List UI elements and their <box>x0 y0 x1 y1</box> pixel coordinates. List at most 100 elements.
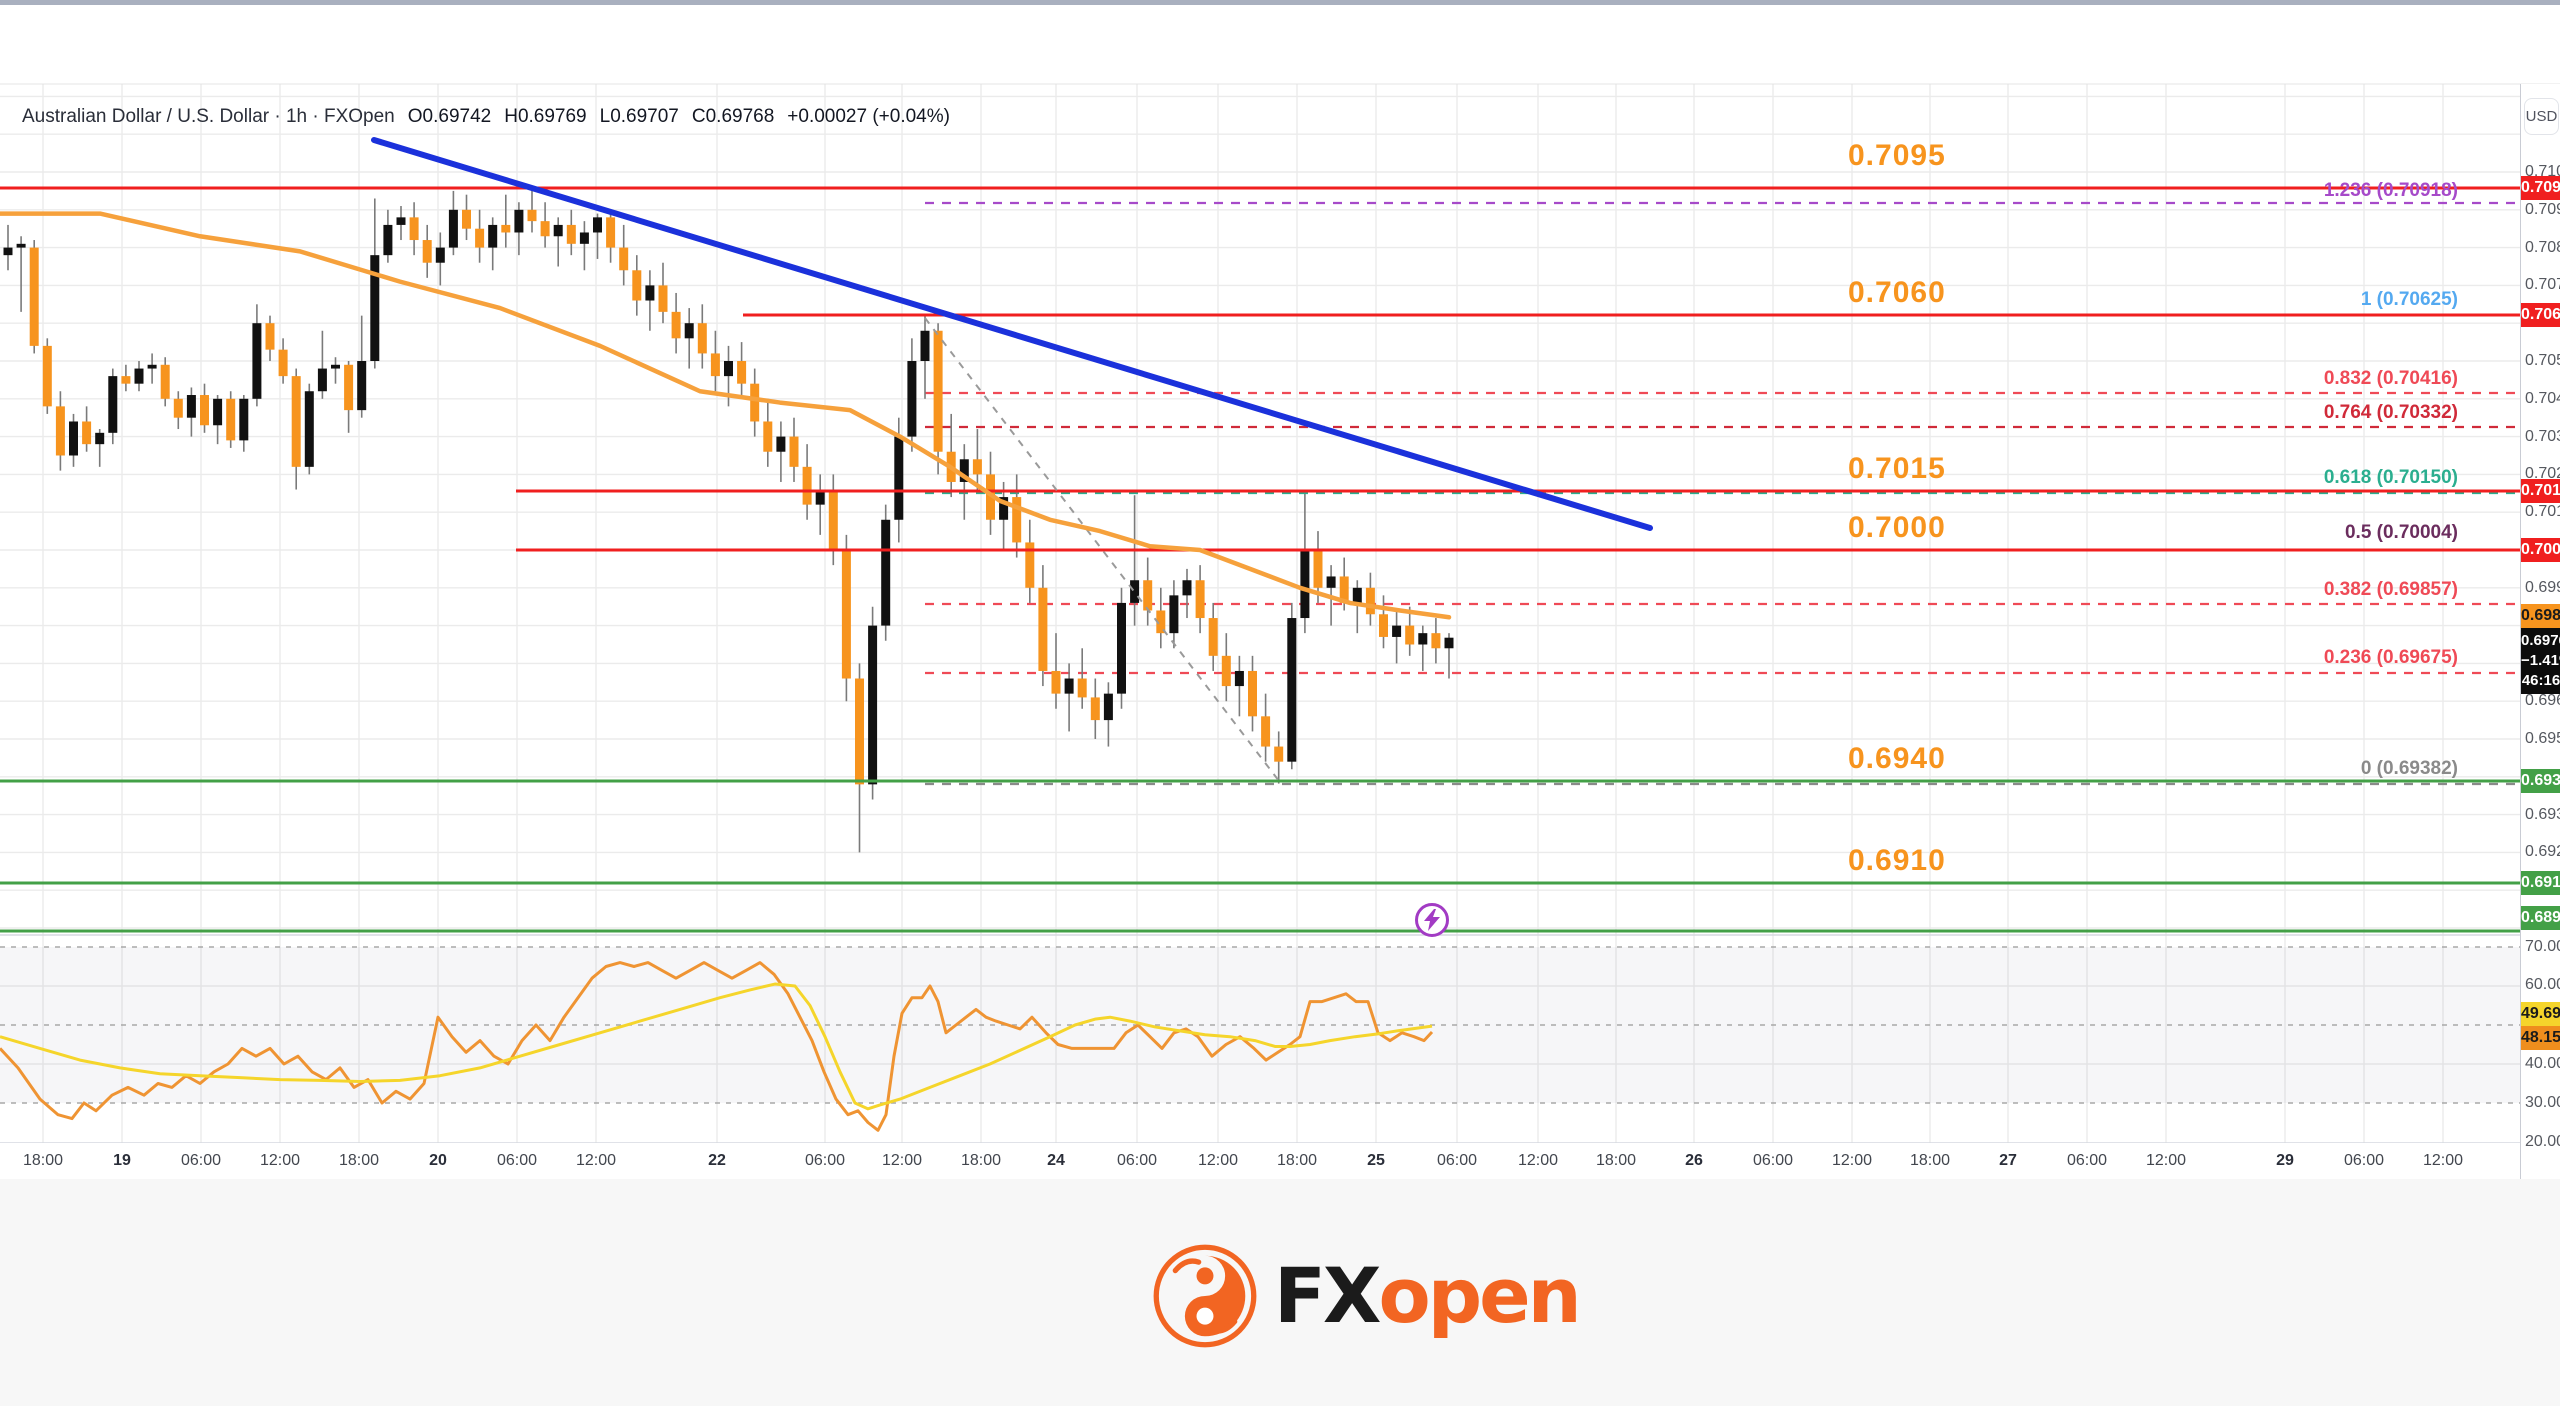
price-level-badge: 0.70958 <box>2521 176 2560 200</box>
candle-down <box>933 330 943 452</box>
lightning-icon[interactable] <box>1415 903 1449 937</box>
price-scale[interactable]: 0.71000 0.70900 0.70800 0.70700 0.70500 0.704… <box>2520 84 2560 1179</box>
price-tick: 0.70100 <box>2525 503 2560 520</box>
level-price-label: 0.7060 <box>1848 276 1946 309</box>
time-label-hour: 06:00 <box>180 1152 222 1169</box>
candle-down <box>1077 678 1087 698</box>
candle-down <box>55 406 65 456</box>
fib-level-label: 0 (0.69382) <box>2360 758 2458 779</box>
time-label-hour: 06:00 <box>2066 1152 2108 1169</box>
time-label-hour: 12:00 <box>2422 1152 2464 1169</box>
price-tick: 70.00 <box>2525 938 2560 955</box>
time-label-hour: 06:00 <box>1436 1152 1478 1169</box>
candle-down <box>1365 587 1375 615</box>
candle-down <box>1274 746 1284 762</box>
price-tick: 0.69200 <box>2525 843 2560 860</box>
candle-up <box>1326 576 1336 588</box>
candle-down <box>606 217 616 248</box>
candle-down <box>697 323 707 354</box>
candle-down <box>1248 670 1257 717</box>
currency-button[interactable]: USD <box>2524 98 2559 135</box>
price-tick: 20.00 <box>2525 1133 2560 1150</box>
time-label-day: 25 <box>1367 1152 1385 1169</box>
logo-text-open: open <box>1378 1251 1582 1340</box>
candle-down <box>409 217 419 241</box>
time-label-hour: 12:00 <box>1831 1152 1873 1169</box>
candle-down <box>841 550 851 679</box>
price-tick: 0.70700 <box>2525 276 2560 293</box>
candle-down <box>1195 580 1205 619</box>
price-level-badge: 0.70622 <box>2521 303 2560 327</box>
candle-up <box>1444 637 1454 649</box>
candle-down <box>1221 655 1231 687</box>
symbol-legend[interactable]: Australian Dollar / U.S. Dollar · 1h · F… <box>22 106 950 128</box>
fib-level-label: 1.236 (0.70918) <box>2323 180 2458 201</box>
time-label-hour: 18:00 <box>1595 1152 1637 1169</box>
price-tick: 0.70200 <box>2525 465 2560 482</box>
candle-up <box>645 285 655 301</box>
price-tick: 0.69600 <box>2525 692 2560 709</box>
candle-up <box>16 243 26 248</box>
candle-down <box>750 383 760 422</box>
time-label-hour: 12:00 <box>259 1152 301 1169</box>
candle-down <box>501 224 511 233</box>
time-label-day: 20 <box>429 1152 447 1169</box>
time-label-hour: 06:00 <box>496 1152 538 1169</box>
candle-up <box>1182 580 1192 596</box>
candle-up <box>304 391 314 467</box>
candle-up <box>776 436 786 452</box>
candle-up <box>435 247 445 263</box>
candle-down <box>42 345 52 407</box>
fxopen-emblem-icon <box>1153 1244 1257 1348</box>
candle-down <box>1025 542 1035 588</box>
candle-up <box>868 625 878 785</box>
price-tick: 0.70900 <box>2525 201 2560 218</box>
candle-down <box>344 364 354 411</box>
candle-down <box>1038 587 1048 671</box>
candle-down <box>1405 625 1415 645</box>
candle-up <box>1300 550 1310 619</box>
fib-level-label: 0.832 (0.70416) <box>2323 368 2458 389</box>
candle-down <box>632 270 642 301</box>
candle-up <box>1392 625 1402 637</box>
price-level-badge: 0.69822 <box>2521 604 2560 628</box>
ohlc-low: L0.69707 <box>599 106 679 127</box>
candle-up <box>907 361 917 437</box>
time-label-day: 26 <box>1685 1152 1703 1169</box>
candle-down <box>121 376 131 384</box>
time-label-hour: 18:00 <box>338 1152 380 1169</box>
time-label-hour: 06:00 <box>1116 1152 1158 1169</box>
candle-up <box>1117 602 1126 694</box>
symbol-title[interactable]: Australian Dollar / U.S. Dollar · 1h · F… <box>22 106 395 127</box>
price-tick: 60.00 <box>2525 976 2560 993</box>
candle-up <box>593 217 602 233</box>
candle-down <box>658 285 668 312</box>
candle-down <box>200 395 209 426</box>
candle-down <box>789 436 799 467</box>
fib-level-label: 0.764 (0.70332) <box>2323 402 2458 423</box>
level-price-label: 0.6910 <box>1848 844 1946 877</box>
time-label-day: 19 <box>113 1152 131 1169</box>
price-tick: 0.69300 <box>2525 806 2560 823</box>
last-change: −1.41% <box>2521 652 2560 669</box>
candle-down <box>1090 697 1100 721</box>
price-tick: 0.70800 <box>2525 239 2560 256</box>
fib-level-label: 0.236 (0.69675) <box>2323 647 2458 668</box>
candle-down <box>1339 576 1349 603</box>
price-tick: 0.70500 <box>2525 352 2560 369</box>
time-axis[interactable]: 18:00 19 06:00 12:00 18:00 20 06:00 12:00 22 06:0… <box>0 1143 2520 1179</box>
candle-down <box>566 224 576 244</box>
rsi-line <box>0 961 1434 1132</box>
candle-down <box>226 398 236 441</box>
ohlc-high: H0.69769 <box>504 106 587 127</box>
time-label-hour: 18:00 <box>22 1152 64 1169</box>
rsi-ma-line <box>0 982 1433 1111</box>
candle-up <box>3 247 13 256</box>
candle-down <box>265 323 275 350</box>
candle-down <box>82 421 92 445</box>
price-tick: 40.00 <box>2525 1055 2560 1072</box>
ma-line <box>0 211 1452 620</box>
candle-up <box>448 209 458 248</box>
candle-down <box>1051 670 1061 694</box>
time-label-hour: 06:00 <box>2343 1152 2385 1169</box>
